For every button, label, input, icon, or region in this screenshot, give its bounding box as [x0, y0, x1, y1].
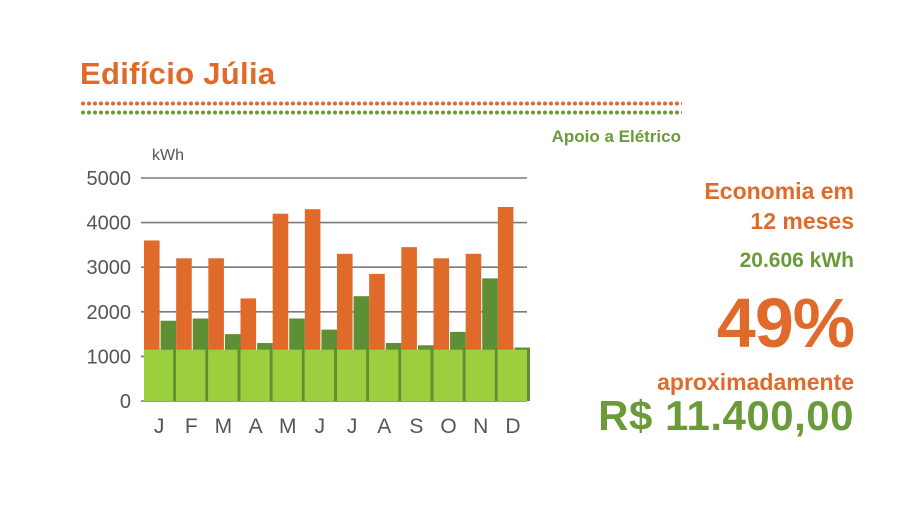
- y-tick-label: 1000: [87, 346, 132, 368]
- bar-light-green: [497, 349, 527, 401]
- bar-light-green: [176, 349, 206, 401]
- bar-light-green: [272, 349, 302, 401]
- y-tick-label: 4000: [87, 213, 132, 235]
- x-tick-label: F: [185, 415, 198, 438]
- x-tick-label: A: [249, 415, 263, 438]
- bar-light-green: [208, 349, 238, 401]
- bar-light-green: [465, 349, 495, 401]
- bar-light-green: [304, 349, 334, 401]
- percent-saved: 49%: [716, 284, 855, 362]
- page-title: Edifício Júlia: [80, 56, 276, 91]
- energy-saved: 20.606 kWh: [739, 249, 854, 272]
- economy-line-2: 12 meses: [750, 208, 854, 234]
- x-tick-label: O: [440, 415, 456, 438]
- economy-line-1: Economia em: [704, 178, 854, 204]
- x-tick-label: S: [409, 415, 423, 438]
- x-tick-label: M: [215, 415, 233, 438]
- y-tick-label: 5000: [87, 168, 132, 190]
- economy-label: Economia em 12 meses: [704, 176, 854, 236]
- bar-light-green: [144, 349, 174, 401]
- x-tick-label: A: [377, 415, 391, 438]
- x-tick-label: N: [473, 415, 488, 438]
- approx-label: aproximadamente: [657, 369, 854, 395]
- subtitle: Apoio a Elétrico: [551, 127, 681, 146]
- dotted-divider-orange: [80, 101, 682, 106]
- x-tick-label: J: [315, 415, 326, 438]
- bar-light-green: [433, 349, 463, 401]
- y-tick-label: 2000: [87, 302, 132, 324]
- y-axis-label: kWh: [152, 147, 184, 164]
- dotted-divider-green: [80, 110, 682, 115]
- x-tick-label: J: [154, 415, 165, 438]
- x-tick-label: M: [279, 415, 297, 438]
- x-tick-label: J: [347, 415, 358, 438]
- money-saved: R$ 11.400,00: [598, 392, 854, 439]
- y-tick-label: 3000: [87, 257, 132, 279]
- x-tick-label: D: [505, 415, 520, 438]
- bar-light-green: [369, 349, 399, 401]
- bar-light-green: [401, 349, 431, 401]
- y-tick-label: 0: [120, 391, 131, 413]
- bar-light-green: [240, 349, 270, 401]
- bar-light-green: [337, 349, 367, 401]
